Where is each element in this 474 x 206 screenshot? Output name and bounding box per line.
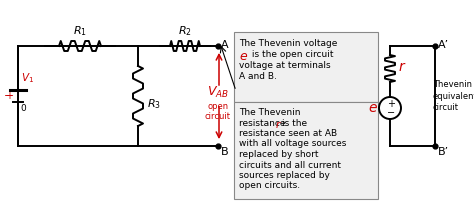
Text: voltage at terminals: voltage at terminals: [239, 61, 331, 70]
Text: The Thevenin: The Thevenin: [239, 108, 301, 117]
Text: $R_2$: $R_2$: [178, 24, 192, 38]
FancyBboxPatch shape: [234, 102, 378, 199]
Text: A’: A’: [438, 40, 449, 50]
Text: $r$: $r$: [398, 60, 406, 74]
Text: The Thevenin voltage: The Thevenin voltage: [239, 39, 337, 48]
Text: $R_1$: $R_1$: [73, 24, 87, 38]
Text: $e$: $e$: [239, 50, 248, 63]
Text: B: B: [221, 147, 228, 157]
Text: resistance seen at AB: resistance seen at AB: [239, 129, 337, 138]
Text: A and B.: A and B.: [239, 72, 277, 81]
Text: 0: 0: [20, 104, 26, 113]
Text: $e$: $e$: [368, 101, 378, 115]
Text: $R_3$: $R_3$: [147, 97, 161, 111]
Text: is the: is the: [282, 118, 307, 128]
Text: open
circuit: open circuit: [205, 102, 231, 121]
Text: replaced by short: replaced by short: [239, 150, 319, 159]
Text: resistance: resistance: [239, 118, 288, 128]
FancyBboxPatch shape: [234, 32, 378, 102]
Text: circuits and all current: circuits and all current: [239, 160, 341, 170]
Text: B’: B’: [438, 147, 449, 157]
Text: with all voltage sources: with all voltage sources: [239, 139, 346, 149]
Text: +: +: [5, 91, 13, 101]
Text: Thevenin
equivalent
circuit: Thevenin equivalent circuit: [433, 80, 474, 112]
Text: $V_1$: $V_1$: [21, 71, 34, 85]
Text: is the open circuit: is the open circuit: [249, 50, 334, 59]
Text: −: −: [387, 108, 395, 118]
Text: −: −: [4, 91, 14, 101]
Text: A: A: [221, 40, 228, 50]
Text: $V_{AB}$: $V_{AB}$: [207, 84, 229, 99]
Text: open circuits.: open circuits.: [239, 181, 300, 191]
Text: $r$: $r$: [275, 118, 282, 130]
Text: sources replaced by: sources replaced by: [239, 171, 330, 180]
Text: +: +: [387, 99, 395, 109]
